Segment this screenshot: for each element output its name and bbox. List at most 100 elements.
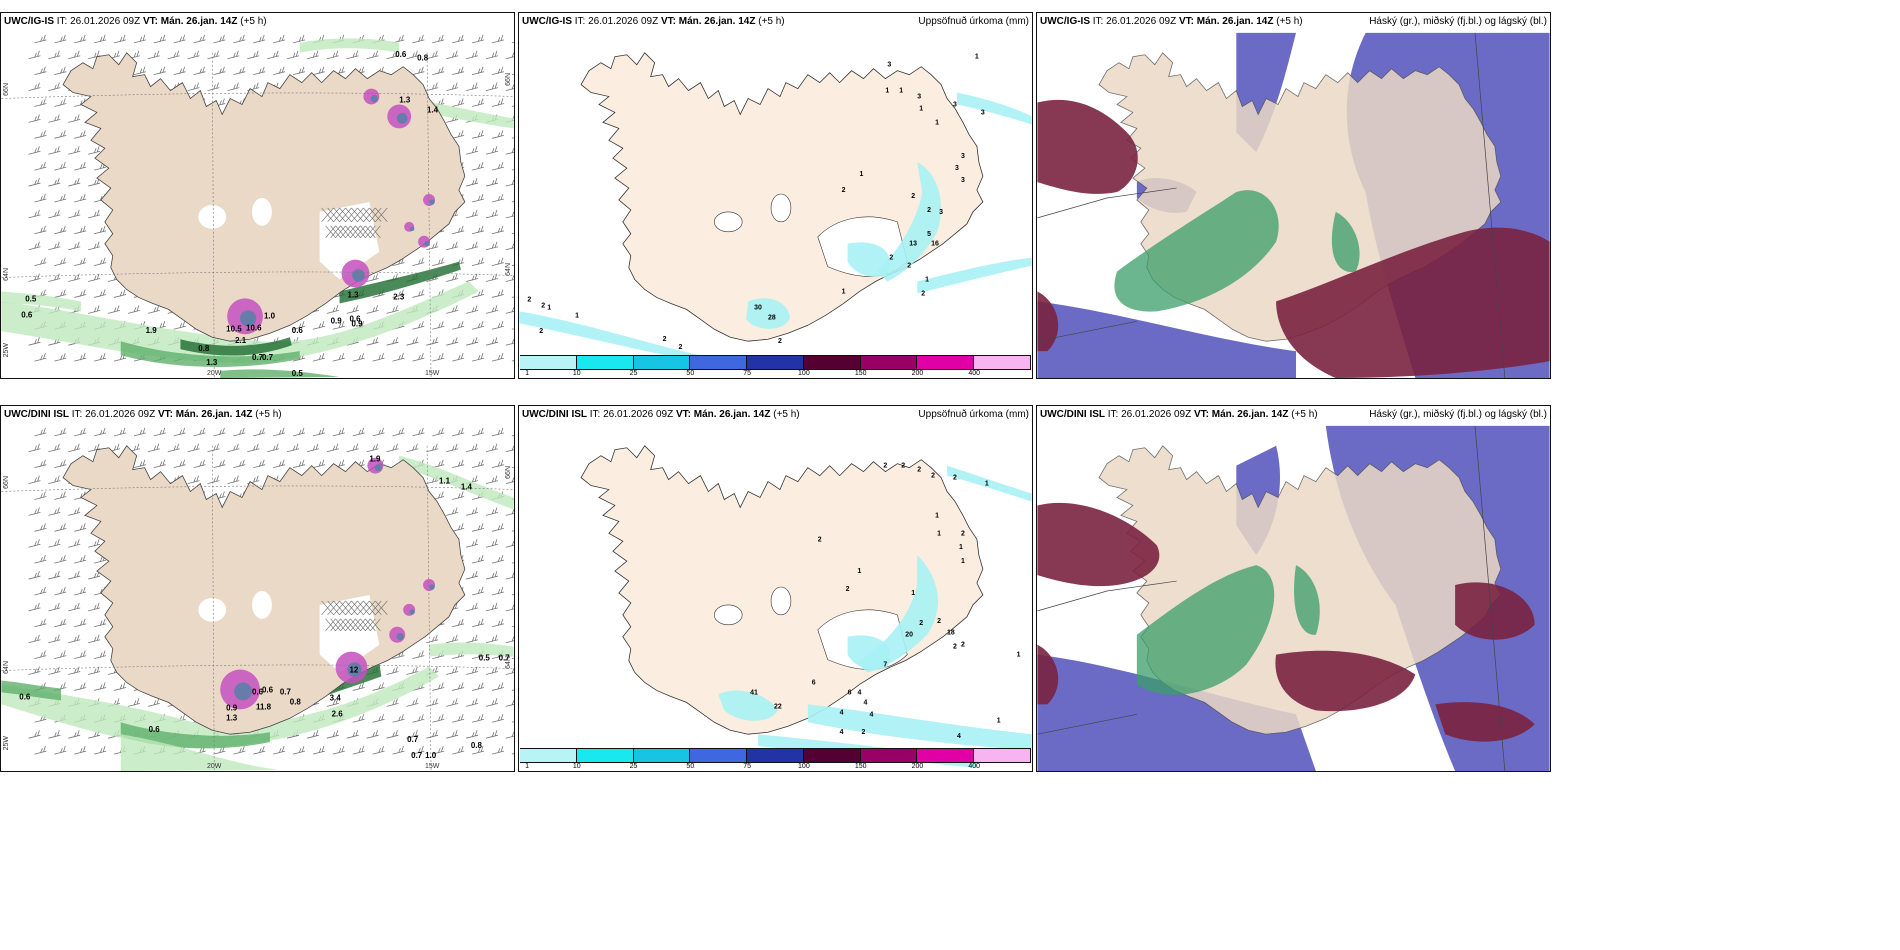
wind-value-label: 0.9 — [351, 319, 363, 328]
wind-barb — [505, 668, 514, 675]
wind-barb — [233, 66, 246, 76]
precip-value-label: 2 — [663, 336, 667, 343]
wind-barb — [446, 730, 459, 739]
wind-barb — [386, 698, 399, 707]
wind-barb — [187, 82, 200, 91]
wind-barb — [306, 730, 320, 739]
precip-value-label: 2 — [931, 473, 935, 480]
precip-value-label: 28 — [768, 314, 776, 321]
wind-barb — [312, 66, 325, 76]
precip-value-label: 20 — [905, 632, 913, 639]
wind-barb — [491, 586, 504, 596]
wind-value-label: 2.3 — [393, 292, 405, 301]
wind-barb — [412, 289, 425, 298]
panel-header: UWC/IG-IS IT: 26.01.2026 09Z VT: Mán. 26… — [522, 16, 785, 27]
map-canvas: 1.91.11.40.5 0.70.60.60.8 3.42.61.00.70.70… — [1, 427, 514, 771]
wind-barb — [352, 714, 365, 723]
wind-barb — [372, 714, 385, 723]
colorbar-swatch — [803, 356, 861, 369]
value-labels: 0.6 0.8 1.3 1.4 0.5 0.6 1.9 0.8 1.3 2.1 0.70.7 0.5 0… — [21, 50, 438, 378]
high-cloud — [1114, 190, 1360, 312]
wind-barb — [326, 50, 339, 60]
precip-area — [847, 635, 890, 670]
precip-value-label: 2 — [953, 475, 957, 482]
wind-barb — [392, 714, 405, 723]
wind-barb — [432, 714, 445, 723]
precip-value-label: 30 — [754, 304, 762, 311]
wind-barb — [392, 427, 405, 437]
wind-value-label: 0.6 — [21, 310, 33, 319]
wind-barb — [28, 146, 41, 155]
wind-barb — [48, 209, 61, 219]
wind-barb — [466, 82, 479, 91]
colorbar-label: 400 — [968, 763, 981, 770]
precip-value-label: 1 — [1017, 652, 1021, 659]
wind-barb — [346, 730, 359, 739]
wind-barb — [74, 586, 87, 596]
wind-barb — [511, 232, 514, 235]
wind-barb — [426, 337, 439, 346]
wind-barb — [273, 66, 286, 76]
wind-barb — [372, 353, 385, 362]
wind-barb — [412, 746, 425, 755]
wind-value-label: 0.7 — [252, 353, 264, 362]
wind-barb — [511, 201, 514, 203]
wind-barb — [273, 459, 286, 469]
wind-barb — [432, 66, 445, 76]
wind-barb — [386, 666, 399, 675]
wind-barb — [74, 353, 87, 362]
valid-time-label: VT: — [1178, 16, 1194, 27]
wind-barb — [446, 305, 459, 314]
wind-barb — [332, 321, 345, 330]
colorbar-swatch — [860, 356, 918, 369]
precip-value-label: 3 — [939, 209, 943, 216]
colorbar-label: 50 — [686, 370, 695, 377]
wind-barb — [412, 650, 425, 660]
wind-barb — [446, 50, 459, 60]
wind-barb — [326, 443, 339, 453]
wind-barb — [233, 34, 246, 44]
wind-barb — [74, 130, 87, 139]
wind-barb — [48, 82, 61, 91]
wind-barb — [471, 459, 485, 469]
wind-barb — [48, 443, 61, 453]
heavy-precip — [220, 457, 436, 710]
valid-time: Mán. 26.jan. 14Z — [678, 16, 756, 27]
wind-barb — [306, 443, 320, 453]
wind-barb — [452, 682, 465, 691]
wind-barb — [68, 507, 81, 516]
wind-barb — [34, 491, 47, 500]
wind-band — [1, 666, 440, 749]
wind-barb — [68, 146, 81, 155]
wind-value-label: 1.4 — [427, 105, 439, 114]
wind-barb — [54, 162, 67, 171]
wind-barb — [452, 427, 465, 437]
wind-value-label: 10.5 — [226, 324, 242, 333]
wind-value-label: 0.8 — [471, 741, 483, 750]
wind-barb — [54, 34, 67, 44]
wind-barb — [34, 193, 47, 203]
wind-barb — [491, 714, 504, 723]
wind-barb — [54, 586, 67, 596]
colorbar-swatch — [917, 749, 975, 762]
init-time-label: IT: — [1092, 16, 1104, 27]
wind-barb — [48, 730, 61, 739]
wind-barb — [127, 305, 140, 314]
wind-barb — [68, 209, 81, 219]
wind-barb — [74, 682, 87, 691]
wind-barb — [332, 427, 345, 437]
wind-barb — [491, 130, 504, 139]
map-canvas — [1037, 406, 1550, 771]
wind-barb — [28, 539, 41, 548]
precip-value-label: 1 — [985, 481, 989, 488]
precip-area — [718, 690, 778, 721]
wind-barb — [173, 66, 186, 76]
wind-barb — [491, 257, 504, 267]
wind-barb — [511, 753, 514, 755]
wind-barb — [227, 475, 240, 484]
precip-value-label: 6 — [812, 679, 816, 686]
wind-barb — [153, 66, 166, 76]
colorbar-labels: 1 10 25 50 75 100 150 200 400 — [520, 763, 1031, 771]
wind-barb — [412, 427, 425, 437]
